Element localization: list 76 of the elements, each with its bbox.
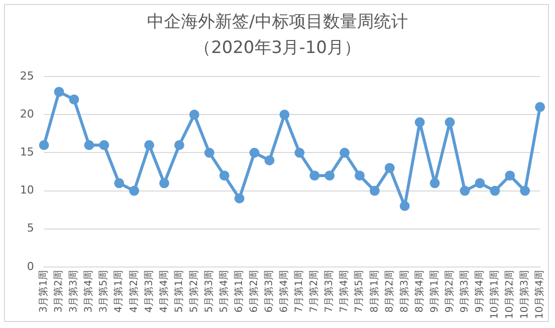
x-tick-label: 3月第1周 bbox=[38, 270, 50, 313]
x-tick-label: 10月第1周 bbox=[488, 270, 501, 320]
y-tick-label: 20 bbox=[20, 108, 34, 121]
point bbox=[310, 170, 320, 181]
chart-title: 中企海外新签/中标项目数量周统计 bbox=[146, 11, 409, 33]
point bbox=[414, 117, 425, 128]
point bbox=[430, 178, 440, 188]
x-tick-label: 4月第1周 bbox=[112, 270, 125, 313]
y-tick-label: 15 bbox=[20, 146, 34, 159]
point bbox=[219, 170, 230, 181]
x-tick-label: 8月第4周 bbox=[413, 270, 426, 313]
point bbox=[204, 148, 214, 158]
x-tick-label: 5月第1周 bbox=[172, 270, 185, 313]
x-tick-label: 10月第3周 bbox=[518, 270, 531, 320]
point bbox=[38, 140, 49, 150]
x-tick-label: 4月第4周 bbox=[158, 270, 170, 313]
point bbox=[520, 186, 530, 196]
x-tick-label: 6月第3周 bbox=[263, 270, 276, 313]
x-tick-label: 3月第4周 bbox=[82, 270, 95, 313]
point bbox=[69, 94, 80, 104]
x-tick-label: 5月第4周 bbox=[218, 270, 230, 313]
point bbox=[159, 178, 170, 188]
point bbox=[174, 140, 184, 150]
x-tick-label: 5月第2周 bbox=[188, 270, 200, 313]
x-tick-label: 7月第4周 bbox=[338, 270, 350, 313]
point bbox=[129, 186, 140, 196]
point bbox=[474, 178, 485, 188]
x-tick-label: 4月第3周 bbox=[142, 270, 155, 313]
x-tick-label: 10月第4周 bbox=[534, 270, 546, 320]
x-tick-label: 7月第5周 bbox=[353, 270, 366, 313]
point bbox=[99, 140, 110, 150]
x-tick-label: 7月第2周 bbox=[308, 270, 320, 313]
point bbox=[460, 186, 470, 196]
point bbox=[340, 148, 350, 158]
x-tick-label: 9月第4周 bbox=[473, 270, 486, 313]
x-tick-label: 6月第2周 bbox=[248, 270, 260, 313]
x-tick-label: 5月第3周 bbox=[202, 270, 215, 313]
x-tick-label: 4月第2周 bbox=[128, 270, 140, 313]
x-tick-label: 7月第3周 bbox=[323, 270, 336, 313]
chart-subtitle: （2020年3月-10月） bbox=[193, 37, 362, 59]
y-tick-label: 0 bbox=[26, 260, 34, 273]
x-tick-label: 3月第5周 bbox=[98, 270, 110, 313]
point bbox=[234, 193, 244, 204]
point bbox=[384, 162, 395, 173]
x-tick-label: 9月第2周 bbox=[443, 270, 456, 313]
point bbox=[400, 201, 410, 212]
y-tick-label: 5 bbox=[26, 222, 34, 235]
point bbox=[249, 148, 260, 158]
point bbox=[264, 155, 274, 166]
point bbox=[114, 178, 124, 188]
x-tick-label: 6月第4周 bbox=[278, 270, 290, 313]
x-tick-label: 7月第1周 bbox=[293, 270, 306, 313]
point bbox=[504, 170, 515, 181]
x-tick-label: 9月第1周 bbox=[428, 270, 440, 313]
point bbox=[54, 86, 64, 97]
point bbox=[354, 170, 365, 181]
point bbox=[294, 148, 305, 158]
x-tick-label: 6月第1周 bbox=[232, 270, 245, 313]
point bbox=[189, 110, 200, 120]
point bbox=[444, 117, 455, 128]
point bbox=[144, 140, 154, 150]
point bbox=[324, 170, 335, 181]
point bbox=[279, 110, 290, 120]
x-tick-label: 9月第3周 bbox=[458, 270, 470, 313]
point bbox=[84, 140, 94, 150]
point bbox=[490, 186, 500, 196]
x-tick-label: 3月第2周 bbox=[52, 270, 65, 313]
point bbox=[370, 186, 380, 196]
x-tick-label: 8月第2周 bbox=[383, 270, 396, 313]
y-tick-label: 25 bbox=[20, 69, 34, 82]
y-tick-label: 10 bbox=[20, 184, 34, 197]
x-tick-label: 10月第2周 bbox=[504, 270, 516, 320]
x-tick-label: 3月第3周 bbox=[68, 270, 80, 313]
x-tick-label: 8月第1周 bbox=[368, 270, 380, 313]
x-tick-label: 8月第3周 bbox=[398, 270, 410, 313]
point bbox=[535, 102, 545, 112]
